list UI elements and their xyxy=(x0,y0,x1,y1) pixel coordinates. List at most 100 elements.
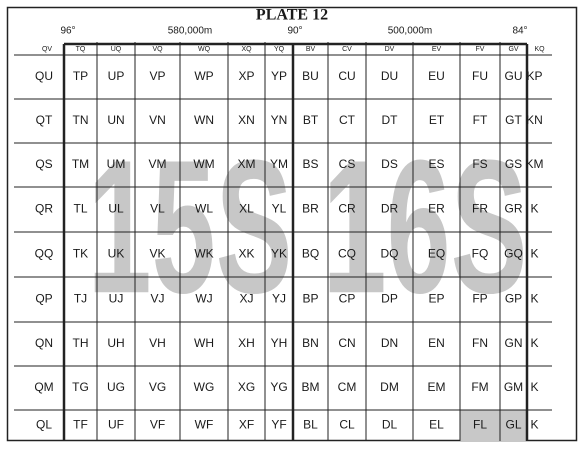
column-header: QV xyxy=(42,46,52,53)
cell-label: UG xyxy=(107,380,125,394)
cell-label: FQ xyxy=(472,247,489,261)
cell-label: CS xyxy=(339,157,356,171)
cell-label: VP xyxy=(149,69,165,83)
cell-label: GN xyxy=(505,336,523,350)
cell-label: TJ xyxy=(74,292,87,306)
cell-label: EP xyxy=(428,292,444,306)
cell-label: QS xyxy=(35,157,52,171)
cell-label: EU xyxy=(428,69,445,83)
cell-label: DP xyxy=(381,292,398,306)
cell-label: UF xyxy=(108,418,124,432)
cell-label: QL xyxy=(36,418,52,432)
cell-label: CU xyxy=(338,69,355,83)
cell-label: FM xyxy=(471,380,488,394)
cell-label: VM xyxy=(149,157,167,171)
cell-label: TH xyxy=(73,336,89,350)
cell-label: BR xyxy=(302,202,319,216)
column-header: GV xyxy=(508,46,518,53)
cell-label: ES xyxy=(428,157,444,171)
cell-label: FL xyxy=(473,418,487,432)
cell-label: YP xyxy=(271,69,287,83)
cell-label: WJ xyxy=(195,292,212,306)
cell-label: WP xyxy=(194,69,213,83)
cell-label: VG xyxy=(149,380,166,394)
cell-label: XJ xyxy=(239,292,253,306)
cell-label: CM xyxy=(338,380,357,394)
column-header: VQ xyxy=(152,46,163,53)
cell-label: KN xyxy=(526,113,543,127)
cell-label: GP xyxy=(505,292,522,306)
cell-label: VN xyxy=(149,113,166,127)
cell-label: TG xyxy=(72,380,89,394)
cell-label: VF xyxy=(150,418,165,432)
cell-label: UP xyxy=(108,69,125,83)
cell-label: TN xyxy=(73,113,89,127)
cell-label: TM xyxy=(72,157,89,171)
cell-label: GL xyxy=(505,418,521,432)
cell-label: YL xyxy=(272,202,287,216)
cell-label: TF xyxy=(73,418,88,432)
cell-label: DN xyxy=(381,336,398,350)
cell-label: FN xyxy=(472,336,488,350)
cell-label: QR xyxy=(35,202,53,216)
column-header: KQ xyxy=(534,46,545,53)
cell-label: XL xyxy=(239,202,254,216)
cell-label: ET xyxy=(429,113,445,127)
top-label: 84° xyxy=(512,26,527,37)
cell-label: K xyxy=(530,202,538,216)
cell-label: GM xyxy=(504,380,523,394)
cell-label: WF xyxy=(195,418,214,432)
cell-label: EM xyxy=(428,380,446,394)
column-header: CV xyxy=(342,46,352,53)
column-header: EV xyxy=(432,46,442,53)
cell-label: TL xyxy=(73,202,87,216)
top-label: 90° xyxy=(287,26,302,37)
zone-label: 15S xyxy=(88,121,293,333)
cell-label: XM xyxy=(238,157,256,171)
top-label: 96° xyxy=(60,26,75,37)
cell-label: YH xyxy=(271,336,288,350)
cell-label: DU xyxy=(381,69,398,83)
column-header: WQ xyxy=(198,46,211,53)
cell-label: BS xyxy=(302,157,318,171)
cell-label: K xyxy=(530,380,538,394)
cell-label: FS xyxy=(472,157,487,171)
cell-label: DS xyxy=(381,157,398,171)
cell-label: CT xyxy=(339,113,356,127)
cell-label: DQ xyxy=(381,247,399,261)
cell-label: XN xyxy=(238,113,255,127)
cell-label: WN xyxy=(194,113,214,127)
cell-label: FP xyxy=(472,292,487,306)
cell-label: QQ xyxy=(35,247,54,261)
cell-label: EN xyxy=(428,336,445,350)
cell-label: K xyxy=(530,336,538,350)
column-header: BV xyxy=(306,46,316,53)
cell-label: UN xyxy=(107,113,124,127)
cell-label: QT xyxy=(36,113,53,127)
cell-label: BT xyxy=(303,113,319,127)
cell-label: XK xyxy=(238,247,254,261)
column-header: UQ xyxy=(111,46,122,53)
cell-label: QU xyxy=(35,69,53,83)
cell-label: YK xyxy=(271,247,287,261)
cell-label: BQ xyxy=(302,247,319,261)
cell-label: VJ xyxy=(150,292,164,306)
cell-label: XG xyxy=(238,380,255,394)
column-header: DV xyxy=(385,46,395,53)
cell-label: YJ xyxy=(272,292,286,306)
cell-label: UM xyxy=(107,157,126,171)
cell-label: DL xyxy=(382,418,398,432)
cell-label: KP xyxy=(526,69,542,83)
shaded-cells xyxy=(460,410,527,441)
cell-label: CP xyxy=(339,292,356,306)
cell-label: CN xyxy=(338,336,355,350)
cell-label: K xyxy=(530,292,538,306)
top-label: 580,000m xyxy=(168,26,212,37)
cell-label: CR xyxy=(338,202,356,216)
cell-label: UH xyxy=(107,336,124,350)
column-header: YQ xyxy=(274,46,285,53)
cell-label: BU xyxy=(302,69,319,83)
cell-label: DR xyxy=(381,202,399,216)
cell-label: GS xyxy=(505,157,522,171)
